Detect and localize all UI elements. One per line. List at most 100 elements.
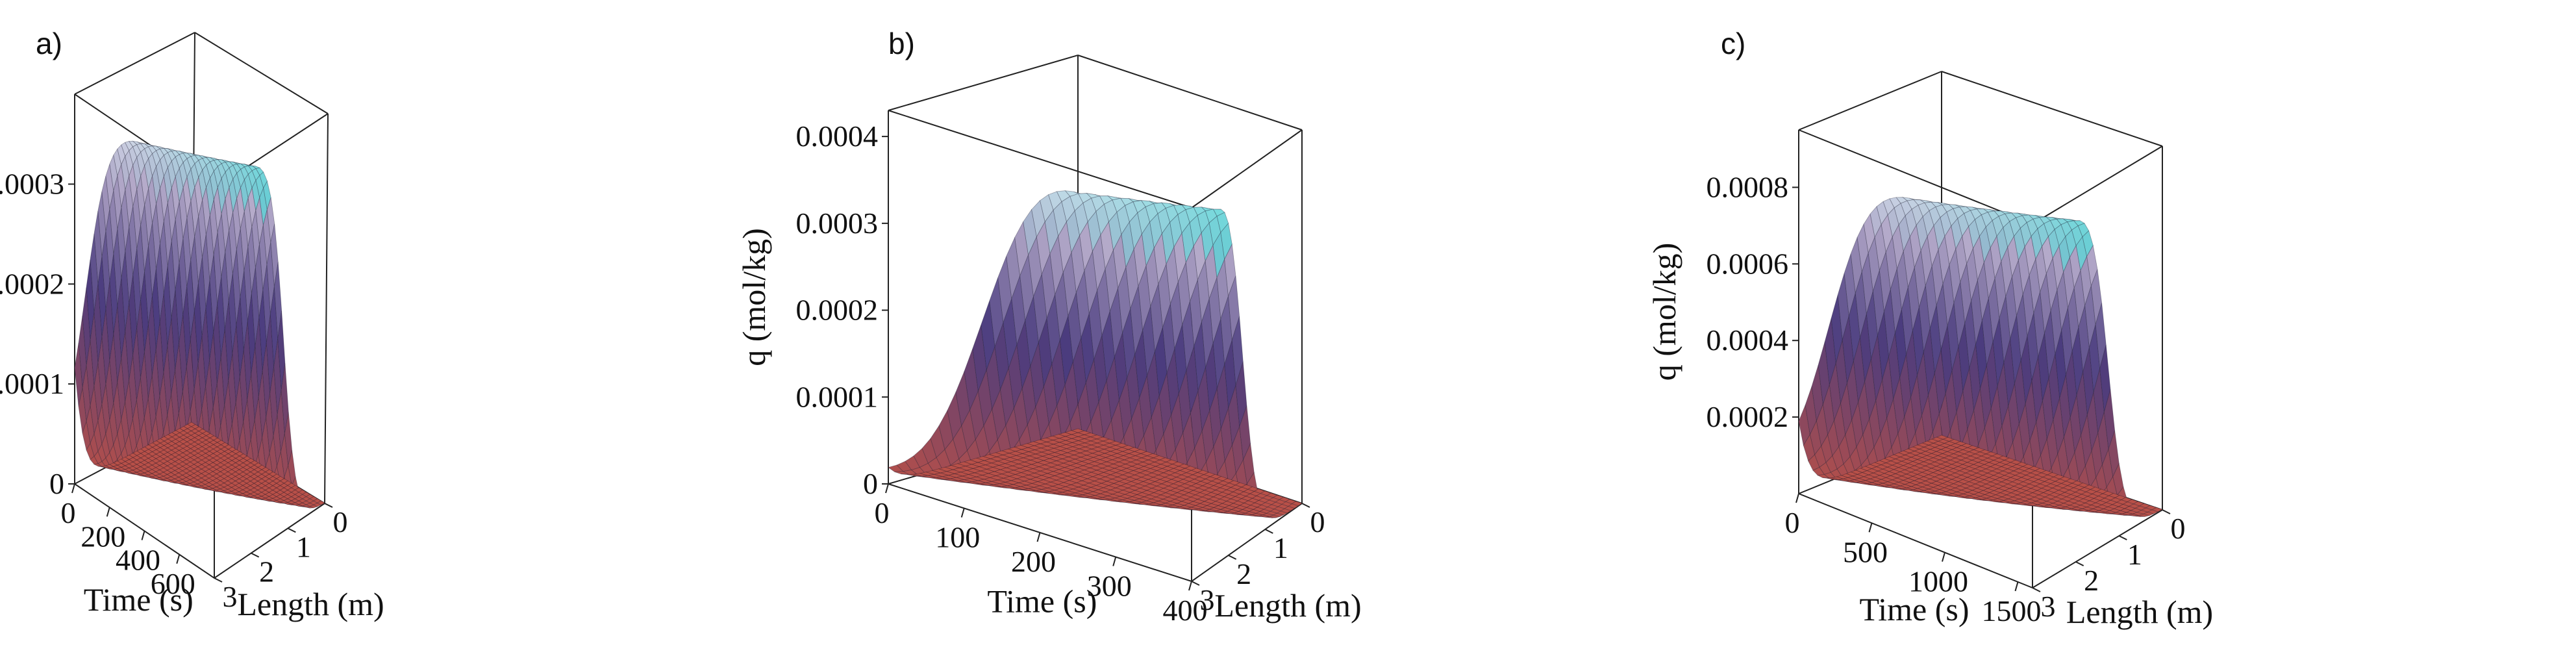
surface-patch xyxy=(234,487,244,492)
surface-patch xyxy=(1983,462,1996,467)
z-tick-label: 0.0002 xyxy=(796,294,879,327)
surface-patch xyxy=(201,487,209,490)
surface-patch xyxy=(1005,407,1020,453)
surface-patch xyxy=(1206,503,1219,508)
surface-patch xyxy=(1064,362,1079,424)
surface-patch xyxy=(175,343,183,414)
surface-patch xyxy=(189,481,199,486)
surface-patch xyxy=(1947,453,1960,459)
surface-patch xyxy=(1137,206,1151,235)
surface-patch xyxy=(1880,417,1892,459)
surface-patch xyxy=(159,176,168,222)
z-tick-label: 0.0008 xyxy=(1707,170,1789,203)
surface-patch xyxy=(225,161,234,168)
surface-patch xyxy=(2111,512,2123,515)
surface-patch xyxy=(1114,466,1128,471)
surface-patch xyxy=(1145,472,1160,478)
surface-patch xyxy=(2138,503,2151,509)
surface-patch xyxy=(305,498,314,503)
surface-patch xyxy=(1979,479,1992,485)
surface-patch xyxy=(1148,461,1162,467)
surface-patch xyxy=(1241,496,1253,501)
surface-patch xyxy=(175,167,184,203)
surface-patch xyxy=(276,475,285,481)
z-tick-label: 0 xyxy=(49,467,64,500)
surface-patch xyxy=(1951,491,1964,496)
surface-patch xyxy=(221,162,230,173)
surface-patch xyxy=(1954,470,1967,475)
surface-patch xyxy=(1951,477,1964,482)
surface-patch xyxy=(1997,470,2010,476)
surface-patch xyxy=(999,467,1015,473)
surface-patch xyxy=(1138,466,1151,471)
surface-patch xyxy=(1175,506,1187,509)
surface-patch xyxy=(205,360,214,428)
surface-patch xyxy=(209,435,218,441)
x-tick-label: 200 xyxy=(81,520,125,553)
surface-patch xyxy=(1020,443,1035,448)
surface-patch xyxy=(1935,449,1948,454)
surface-patch xyxy=(1903,235,1915,288)
surface-patch xyxy=(1169,499,1182,504)
surface-patch xyxy=(205,473,214,479)
surface-patch xyxy=(1966,459,1979,465)
surface-patch xyxy=(994,483,1008,487)
surface-patch xyxy=(1213,505,1226,510)
surface-patch xyxy=(1118,459,1132,464)
surface-patch xyxy=(1940,447,1953,452)
x-tick xyxy=(1112,557,1117,566)
surface-patch xyxy=(198,169,206,201)
surface-patch xyxy=(1944,440,1957,446)
surface-patch xyxy=(1141,221,1155,267)
surface-patch xyxy=(1088,290,1103,360)
surface-patch xyxy=(994,323,1009,390)
surface-patch xyxy=(235,377,244,442)
surface-patch xyxy=(1208,277,1221,344)
surface-patch xyxy=(86,442,95,461)
surface-patch xyxy=(1220,222,1232,260)
surface-patch xyxy=(1943,494,1955,497)
surface-patch xyxy=(1039,468,1055,474)
surface-patch xyxy=(140,164,149,206)
surface-patch xyxy=(1165,459,1179,464)
x-tick-label: 300 xyxy=(1087,570,1132,603)
surface-patch xyxy=(1197,367,1210,431)
x-tick-label: 100 xyxy=(935,521,980,554)
z-tick-label: 0 xyxy=(863,467,878,500)
surface-patch xyxy=(227,446,237,452)
surface-patch xyxy=(1134,453,1148,459)
surface-patch xyxy=(1995,492,2008,498)
z-axis: 0.0002 0.0004 0.0006 0.0008 xyxy=(1707,170,1799,433)
surface-patch xyxy=(2018,246,2030,295)
surface-patch xyxy=(2012,503,2023,505)
surface-patch xyxy=(290,494,299,499)
surface-patch xyxy=(1217,503,1230,508)
surface-patch xyxy=(243,399,251,456)
surface-patch xyxy=(1888,483,1901,488)
surface-patch xyxy=(2113,506,2126,511)
surface-patch xyxy=(2022,503,2034,507)
surface-patch xyxy=(147,455,157,461)
x-tick-label: 1000 xyxy=(1908,565,1968,598)
surface-patch xyxy=(1949,443,1962,448)
x-tick xyxy=(960,508,965,518)
y-tick xyxy=(324,503,333,508)
x-tick xyxy=(2014,581,2019,592)
surface-patch xyxy=(194,160,203,179)
surface-patch xyxy=(242,487,251,492)
surface-patch xyxy=(159,454,168,459)
surface-patch xyxy=(190,155,199,164)
surface-patch xyxy=(1127,470,1141,475)
surface-patch xyxy=(1108,444,1123,450)
surface-patch xyxy=(1975,455,1988,461)
surface-patch xyxy=(1960,443,1973,448)
y-tick-label: 3 xyxy=(1200,583,1215,616)
surface-patch xyxy=(2112,462,2124,496)
surface-patch xyxy=(1248,509,1261,514)
surface-patch xyxy=(1916,486,1930,491)
surface-patch xyxy=(1262,495,1274,501)
surface-patch xyxy=(1100,221,1114,270)
